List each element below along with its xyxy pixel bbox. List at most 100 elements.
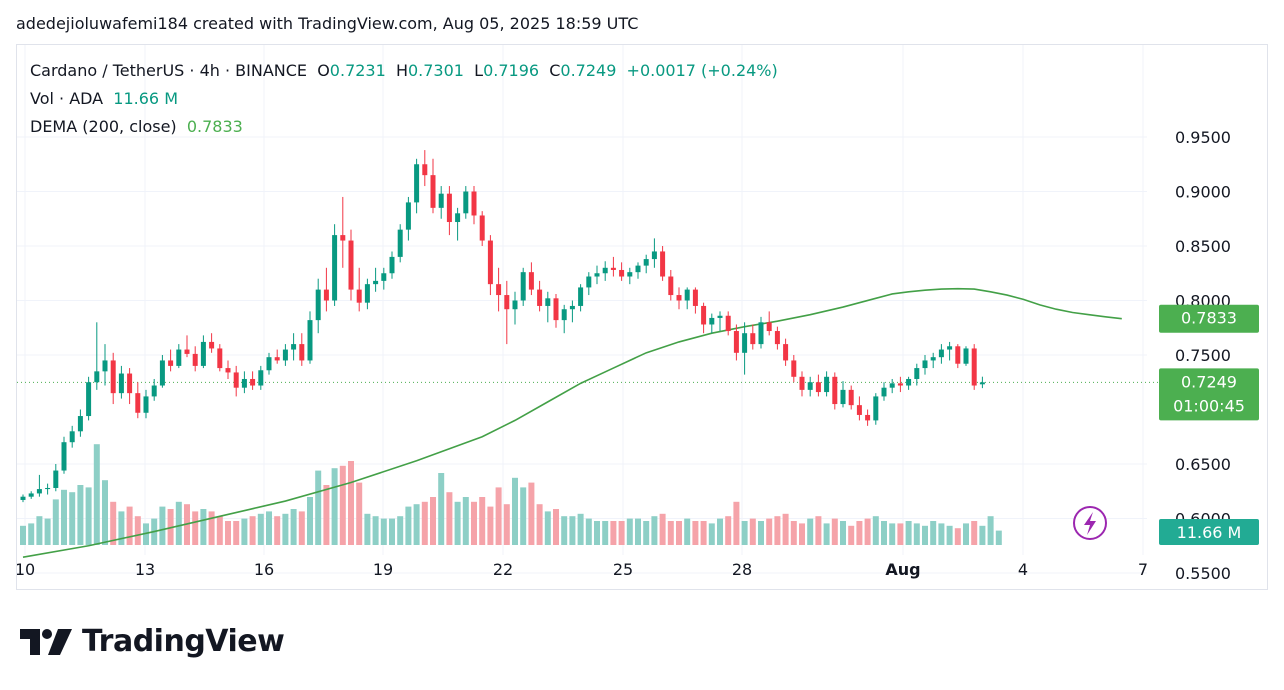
candle xyxy=(799,371,805,397)
chart-frame[interactable]: 0.95000.90000.85000.80000.75000.65000.60… xyxy=(16,44,1268,590)
candle xyxy=(496,267,502,312)
volume-bar xyxy=(626,518,633,545)
tradingview-logo[interactable]: TradingView xyxy=(20,624,285,659)
candle-body xyxy=(512,300,518,310)
candle xyxy=(356,267,362,312)
volume-label[interactable]: Vol · ADA xyxy=(30,89,104,108)
volume-bar xyxy=(954,528,961,545)
candle-body xyxy=(77,416,83,432)
candle xyxy=(168,349,174,372)
candle xyxy=(69,425,75,448)
price-chart[interactable]: 0.95000.90000.85000.80000.75000.65000.60… xyxy=(17,45,1267,589)
volume-bar xyxy=(610,521,617,545)
candle xyxy=(651,238,657,268)
volume-bar xyxy=(495,487,502,545)
candle xyxy=(553,293,559,328)
dema-label[interactable]: DEMA (200, close) xyxy=(30,117,177,136)
candle-body xyxy=(455,213,461,223)
candle xyxy=(118,365,124,399)
x-tick-label: 16 xyxy=(254,560,274,579)
candle-body xyxy=(200,341,206,366)
candle-body xyxy=(733,331,739,353)
candle xyxy=(938,344,944,364)
candle xyxy=(184,335,190,358)
x-tick-label: 4 xyxy=(1018,560,1028,579)
volume-bar xyxy=(413,504,420,545)
candle-body xyxy=(750,333,756,345)
volume-bar xyxy=(544,511,551,545)
volume-bar xyxy=(389,518,395,545)
volume-bar xyxy=(192,511,199,545)
volume-bar xyxy=(159,506,166,545)
volume-bar xyxy=(266,511,272,545)
candle-body xyxy=(676,295,682,301)
candle xyxy=(282,344,288,366)
volume-bar xyxy=(708,523,715,545)
candle-body xyxy=(28,493,34,497)
candle xyxy=(742,322,748,375)
candle xyxy=(594,265,600,285)
volume-bar xyxy=(208,511,215,545)
tradingview-wordmark: TradingView xyxy=(82,624,285,659)
dema-series-line xyxy=(22,287,1122,558)
candle xyxy=(561,304,567,334)
volume-badge-text: 11.66 M xyxy=(1177,523,1242,542)
candle xyxy=(20,494,26,503)
volume-bar xyxy=(512,477,518,545)
dema-line xyxy=(22,287,1122,558)
volume-bar xyxy=(700,521,707,545)
candle xyxy=(504,280,510,345)
candle-body xyxy=(651,251,657,260)
candle xyxy=(323,267,329,312)
candle xyxy=(446,186,452,236)
candle-body xyxy=(807,382,813,390)
close-label: C xyxy=(549,61,561,80)
volume-bar xyxy=(471,501,477,545)
candle xyxy=(307,311,313,364)
candle-body xyxy=(717,315,723,318)
volume-bar xyxy=(725,516,732,545)
axes: 0.95000.90000.85000.80000.75000.65000.60… xyxy=(17,128,1231,583)
candle xyxy=(45,483,51,495)
symbol-label[interactable]: Cardano / TetherUS · 4h · BINANCE xyxy=(30,61,308,80)
volume-bar xyxy=(93,444,100,545)
volume-bar xyxy=(872,516,879,545)
volume-bar xyxy=(643,521,650,545)
volume-bar xyxy=(840,521,846,545)
candle xyxy=(233,365,239,397)
volume-bar xyxy=(110,501,117,545)
candle-body xyxy=(537,289,543,306)
candle-body xyxy=(151,385,157,397)
candle-body xyxy=(340,235,346,241)
candle xyxy=(159,355,165,388)
candle-body xyxy=(619,269,625,277)
candle xyxy=(86,376,92,421)
candle-body xyxy=(955,346,961,364)
volume-badge-bg xyxy=(1159,519,1259,545)
x-tick-label: 13 xyxy=(135,560,155,579)
candle xyxy=(791,355,797,383)
x-tick-label: Aug xyxy=(885,560,920,579)
volume-bar xyxy=(102,480,108,545)
volume-bar xyxy=(823,523,830,545)
candle xyxy=(36,474,42,497)
candle xyxy=(922,355,928,375)
tradingview-logo-icon xyxy=(20,628,72,655)
high-value: 0.7301 xyxy=(407,61,464,80)
x-tick-label: 10 xyxy=(17,560,35,579)
candle-body xyxy=(225,368,231,373)
candle xyxy=(61,436,67,474)
candle xyxy=(906,376,912,390)
candle xyxy=(537,280,543,312)
candle-body xyxy=(135,393,141,413)
volume-bar xyxy=(405,506,412,545)
candle xyxy=(684,287,690,310)
candle xyxy=(643,254,649,274)
volume-bar xyxy=(963,523,969,545)
low-label: L xyxy=(474,61,484,80)
candle xyxy=(192,346,198,372)
candle xyxy=(274,349,280,364)
candle xyxy=(28,491,34,499)
candle-body xyxy=(348,240,354,290)
volume-bar xyxy=(85,487,92,545)
